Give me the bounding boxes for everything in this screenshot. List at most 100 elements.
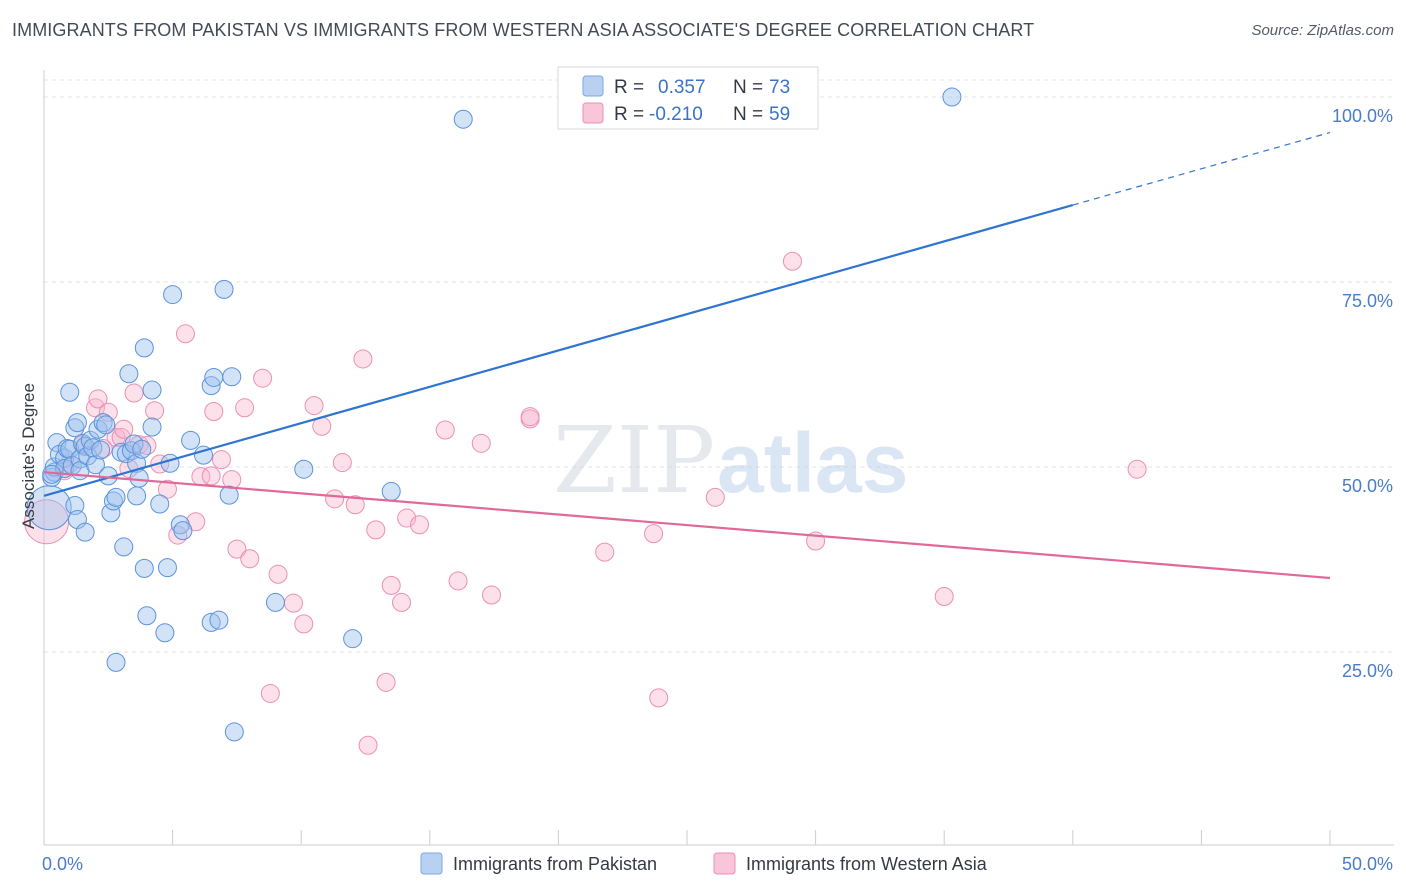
western-asia-trend-line [43, 471, 1331, 580]
western_asia-point-17 [157, 479, 177, 499]
western_asia-point-49 [471, 433, 491, 453]
western_asia-point-57 [782, 251, 802, 271]
watermark-atlas: atlas [717, 416, 908, 510]
pakistan-point-12 [65, 418, 85, 438]
pakistan-point-27 [93, 413, 113, 433]
pakistan-point-62 [214, 279, 234, 299]
pakistan-point-55 [173, 521, 193, 541]
pakistan-point-64 [222, 367, 242, 387]
western_asia-point-32 [283, 593, 303, 613]
western_asia-point-53 [595, 542, 615, 562]
pakistan-point-69 [381, 481, 401, 501]
western_asia-point-28 [240, 549, 260, 569]
pakistan-point-43 [132, 439, 152, 459]
western_asia-point-59 [934, 587, 954, 606]
western_asia-point-39 [353, 349, 373, 369]
pakistan-point-61 [209, 610, 229, 630]
pakistan-point-30 [101, 503, 121, 523]
pakistan-point-53 [163, 285, 183, 305]
western_asia-point-36 [325, 489, 345, 509]
pakistan-point-10 [60, 439, 80, 459]
y-tick-label-25: 25.0% [1342, 661, 1393, 681]
pakistan-point-56 [181, 430, 201, 450]
bottom-legend-label-western-asia: Immigrants from Western Asia [746, 854, 988, 874]
pakistan-point-31 [103, 491, 123, 511]
pakistan-point-58 [201, 612, 221, 632]
pakistan-point-19 [75, 522, 95, 542]
pakistan-point-57 [193, 445, 213, 465]
series-legend: Immigrants from Pakistan Immigrants from… [420, 852, 988, 875]
pakistan-points [26, 87, 962, 742]
western_asia-point-25 [222, 470, 242, 490]
western_asia-point-19 [175, 324, 195, 344]
pakistan-point-36 [116, 444, 136, 464]
pakistan-point-67 [294, 459, 314, 479]
source-credit: Source: ZipAtlas.com [1251, 22, 1394, 39]
bottom-legend-swatch-western-asia [713, 852, 736, 875]
legend-n-label-pakistan: N = [733, 77, 763, 98]
western_asia-point-7 [98, 402, 118, 422]
pakistan-point-18 [73, 433, 93, 453]
pakistan-point-40 [127, 486, 147, 506]
western_asia-point-60 [1127, 459, 1147, 479]
legend-n-label-western-asia: N = [733, 104, 763, 125]
western_asia-point-8 [106, 427, 126, 447]
stats-legend: R = 0.357 N = 73 R = -0.210 N = 59 [557, 66, 819, 130]
western_asia-point-50 [482, 585, 502, 605]
pakistan-point-49 [150, 494, 170, 514]
bottom-legend-label-pakistan: Immigrants from Pakistan [453, 854, 657, 874]
pakistan-point-70 [453, 109, 473, 129]
pakistan-point-5 [49, 444, 69, 464]
pakistan-point-66 [265, 592, 285, 612]
pakistan-point-24 [85, 455, 105, 475]
legend-r-value-pakistan: 0.357 [658, 77, 706, 98]
legend-r-label-pakistan: R = [614, 77, 644, 98]
pakistan-point-32 [106, 652, 126, 672]
western_asia-point-22 [201, 466, 221, 486]
western_asia-point-24 [211, 450, 231, 470]
pakistan-point-60 [204, 367, 224, 387]
y-axis-title: Associate's Degree [19, 383, 38, 529]
y-tick-label-100: 100.0% [1332, 106, 1393, 126]
western_asia-point-47 [435, 420, 455, 440]
western_asia-point-29 [253, 368, 273, 388]
x-tick-label-min: 0.0% [42, 854, 83, 874]
pakistan-trend-line [43, 203, 1074, 497]
watermark: ZIP atlas [553, 407, 908, 514]
western_asia-point-46 [410, 515, 430, 535]
western_asia-point-54 [644, 524, 664, 544]
pakistan-point-35 [114, 537, 134, 557]
western_asia-point-37 [332, 453, 352, 473]
legend-r-label-western-asia: R = [614, 104, 644, 125]
legend-n-value-pakistan: 73 [769, 77, 790, 98]
pakistan-point-28 [96, 415, 116, 435]
western_asia-point-23 [204, 402, 224, 421]
pakistan-point-71 [942, 87, 962, 107]
western_asia-point-42 [376, 672, 396, 692]
western_asia-point-41 [366, 520, 386, 540]
chart-title: IMMIGRANTS FROM PAKISTAN VS IMMIGRANTS F… [12, 20, 1035, 40]
x-tick-label-max: 50.0% [1342, 854, 1393, 874]
pakistan-trend-extension [1072, 131, 1331, 206]
y-tick-label-75: 75.0% [1342, 291, 1393, 311]
legend-swatch-western-asia [582, 102, 604, 124]
pakistan-point-26 [91, 440, 111, 460]
western_asia-point-43 [381, 575, 401, 595]
western_asia-point-34 [304, 396, 324, 416]
pakistan-point-23 [83, 438, 103, 458]
x-axis-ticks [43, 830, 1331, 845]
pakistan-point-48 [142, 417, 162, 437]
western_asia-point-40 [358, 735, 378, 755]
western_asia-point-31 [268, 564, 288, 584]
western_asia-point-33 [294, 614, 314, 634]
bottom-legend-swatch-pakistan [420, 852, 443, 875]
western_asia-point-27 [235, 398, 255, 418]
western_asia-point-38 [345, 495, 365, 515]
legend-swatch-pakistan [582, 75, 604, 97]
pakistan-point-46 [137, 606, 157, 626]
trend-lines [43, 131, 1331, 580]
legend-r-value-western-asia: -0.210 [649, 104, 703, 125]
western_asia-point-55 [649, 688, 669, 708]
pakistan-point-37 [119, 364, 139, 384]
